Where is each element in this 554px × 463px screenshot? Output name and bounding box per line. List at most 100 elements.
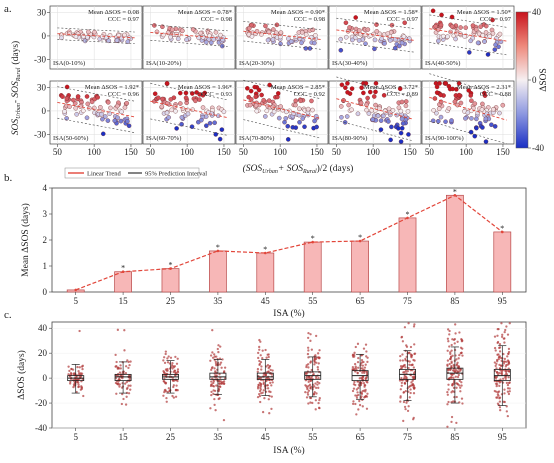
scatter-point — [100, 131, 106, 137]
jitter-point — [316, 365, 319, 369]
jitter-point — [352, 387, 356, 390]
prediction-lower — [429, 120, 507, 145]
scatter-point — [122, 105, 128, 110]
jitter-point — [310, 375, 314, 378]
scatter-point — [359, 85, 364, 90]
jitter-point — [80, 387, 84, 391]
jitter-point — [498, 346, 502, 349]
jitter-point — [401, 340, 405, 343]
jitter-point — [503, 400, 506, 404]
jitter-point — [447, 400, 450, 404]
jitter-point — [455, 363, 459, 366]
prediction-upper — [429, 73, 507, 97]
jitter-point — [446, 393, 449, 396]
subplot-isa-label: ISA(80-90%) — [332, 135, 367, 142]
jitter-point — [175, 362, 179, 365]
scatter-point — [438, 92, 443, 98]
jitter-point — [460, 340, 464, 343]
jitter-point — [498, 371, 501, 375]
jitter-point — [453, 370, 457, 373]
jitter-point — [259, 400, 262, 404]
subplot-ccc-label: CCC = 0.97 — [480, 16, 512, 23]
scatter-subplot: Mean ΔSOS = 2.31*CCC = 0.88 ISA(90-100%) 5… — [421, 73, 515, 157]
x-axis-label: ISA (%) — [273, 308, 304, 319]
jitter-point — [210, 390, 213, 394]
scatter-point — [124, 100, 130, 106]
colorbar-ticks: 40 0 -40 — [528, 7, 544, 153]
scatter-point — [343, 34, 349, 40]
jitter-point — [257, 356, 260, 360]
box — [446, 367, 464, 380]
subplot-isa-label: ISA(90-100%) — [425, 135, 464, 142]
scatter-point — [253, 103, 259, 108]
subplot-mean-label: Mean ΔSOS = 3.72* — [364, 84, 418, 91]
jitter-point — [176, 389, 179, 392]
jitter-point — [502, 362, 506, 365]
jitter-point — [505, 360, 508, 363]
jitter-point — [358, 399, 361, 403]
scatter-point — [478, 24, 483, 29]
jitter-point — [270, 395, 273, 398]
jitter-point — [354, 345, 357, 349]
jitter-point — [495, 383, 499, 386]
scatter-point — [175, 36, 181, 42]
scatter-point — [483, 23, 489, 29]
jitter-point — [446, 390, 449, 394]
scatter-point — [399, 116, 405, 122]
jitter-point — [305, 396, 309, 399]
jitter-point — [413, 386, 416, 389]
jitter-point — [452, 386, 456, 390]
jitter-point — [307, 336, 310, 340]
scatter-point — [247, 102, 253, 108]
scatter-point — [434, 110, 439, 116]
jitter-point — [411, 379, 414, 382]
subplot-isa-label: ISA(0-10%) — [53, 60, 85, 67]
jitter-point — [459, 390, 462, 393]
legend-trend-label: Linear Trend — [87, 171, 122, 178]
jitter-point — [307, 380, 310, 384]
jitter-point — [214, 360, 217, 363]
jitter-point — [497, 355, 501, 359]
trend-line — [336, 98, 414, 120]
scatter-point — [274, 30, 279, 35]
jitter-point — [164, 352, 167, 356]
scatter-point — [305, 106, 311, 112]
jitter-point — [460, 384, 463, 387]
jitter-point — [261, 410, 265, 414]
prediction-upper — [336, 17, 414, 29]
jitter-point — [495, 384, 498, 388]
scatter-point — [152, 23, 157, 28]
scatter-point — [338, 36, 343, 42]
jitter-point — [269, 368, 272, 372]
jitter-point — [209, 354, 213, 357]
y-tick-label: -40 — [35, 423, 47, 433]
jitter-point — [174, 395, 178, 398]
jitter-point — [211, 356, 215, 359]
jitter-point — [451, 354, 454, 357]
scatter-point — [432, 96, 438, 101]
scatter-point — [67, 31, 72, 37]
jitter-point — [402, 364, 406, 367]
scatter-point — [483, 139, 489, 144]
panel-b: Linear Trend 95% Prediction Interval 0 1 2 3 4… — [20, 167, 527, 319]
jitter-point — [82, 394, 85, 398]
jitter-point — [269, 381, 272, 385]
scatter-point — [371, 94, 377, 99]
jitter-point — [171, 394, 174, 398]
jitter-point — [494, 349, 497, 352]
scatter-point — [430, 118, 436, 124]
jitter-point — [263, 397, 266, 400]
scatter-subplot: Mean ΔSOS = 3.72*CCC = 0.89 ISA(80-90%) 50… — [328, 76, 422, 157]
subplot-isa-label: ISA(20-30%) — [239, 60, 274, 67]
subplot-ccc-label: CCC = 0.98 — [294, 16, 325, 23]
jitter-point — [309, 360, 313, 363]
jitter-point — [351, 366, 355, 369]
scatter-point — [312, 118, 317, 124]
scatter-point — [84, 94, 90, 99]
jitter-point — [120, 402, 124, 406]
jitter-point — [402, 400, 406, 404]
jitter-point — [366, 356, 369, 359]
jitter-point — [352, 383, 356, 386]
scatter-point — [248, 88, 254, 94]
scatter-point — [449, 118, 454, 123]
